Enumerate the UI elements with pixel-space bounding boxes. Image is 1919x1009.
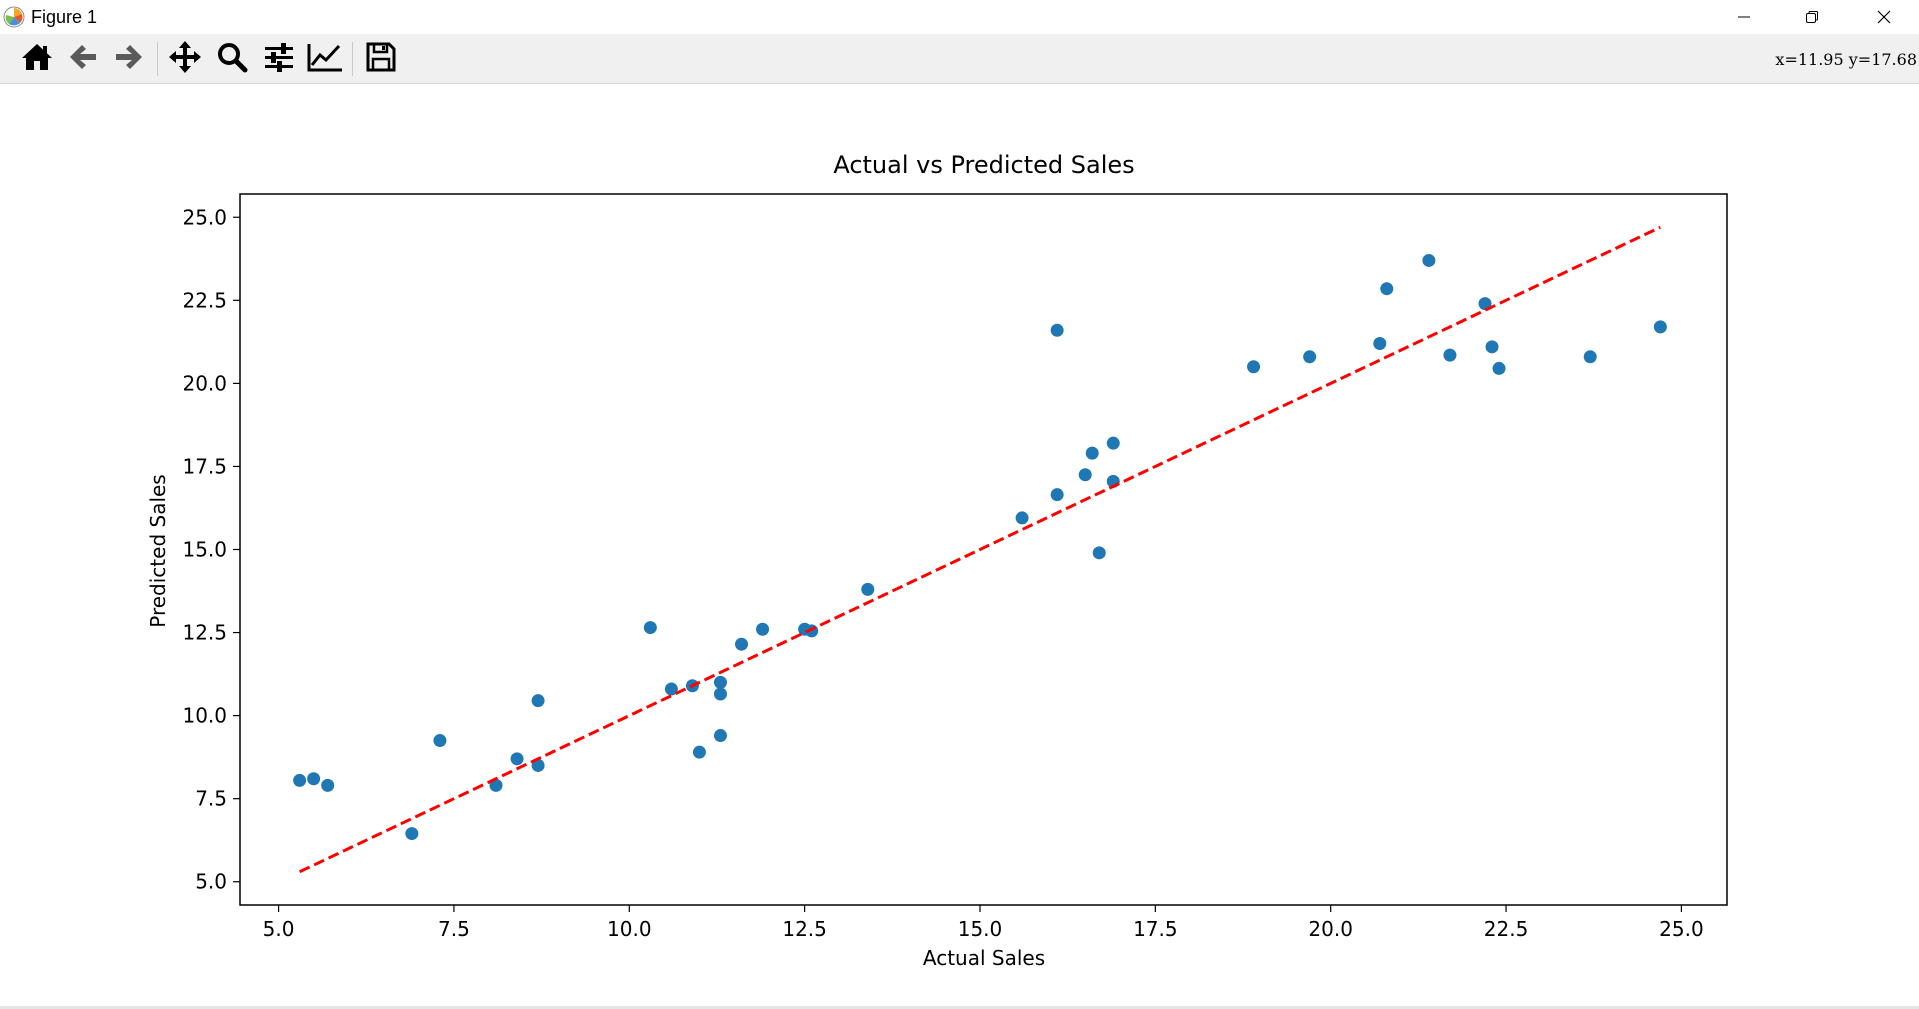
- data-point: [664, 682, 678, 696]
- data-point: [293, 773, 307, 787]
- y-tick-label: 17.5: [182, 454, 227, 478]
- data-point: [713, 675, 727, 689]
- x-tick-label: 12.5: [782, 917, 827, 941]
- close-icon: [1877, 10, 1891, 24]
- x-tick-label: 22.5: [1484, 917, 1529, 941]
- data-point: [1653, 320, 1667, 334]
- y-tick-label: 12.5: [182, 621, 227, 645]
- zoom-button[interactable]: [213, 40, 251, 78]
- y-tick-label: 7.5: [195, 787, 227, 811]
- edit-axes-button[interactable]: [306, 40, 344, 78]
- title-bar: Figure 1: [0, 0, 1919, 34]
- x-tick-label: 20.0: [1308, 917, 1353, 941]
- window-title: Figure 1: [31, 7, 98, 27]
- x-tick-label: 17.5: [1133, 917, 1178, 941]
- data-point: [531, 758, 545, 772]
- data-point: [713, 687, 727, 701]
- save-button[interactable]: [362, 40, 400, 78]
- y-tick-label: 22.5: [182, 288, 227, 312]
- data-point: [531, 694, 545, 708]
- data-point: [1485, 340, 1499, 354]
- data-point: [735, 637, 749, 651]
- minimize-icon: [1737, 10, 1751, 24]
- arrow-left-icon: [68, 43, 98, 75]
- data-point: [1106, 436, 1120, 450]
- data-point: [405, 827, 419, 841]
- data-point: [489, 778, 503, 792]
- home-icon: [21, 42, 53, 76]
- data-point: [433, 734, 447, 748]
- perfect-fit-line: [298, 225, 1662, 874]
- restore-icon: [1805, 10, 1819, 24]
- y-axis-ticks: 5.0 7.5 10.0 12.5 15.0 17.5 20.0 22.5 25.0: [182, 205, 240, 894]
- data-point: [510, 752, 524, 766]
- data-point: [643, 621, 657, 635]
- restore-button[interactable]: [1778, 0, 1846, 34]
- data-point: [1583, 350, 1597, 364]
- data-series: [293, 225, 1667, 874]
- data-point: [1303, 350, 1317, 364]
- figure-canvas[interactable]: Actual vs Predicted Sales 5.0 7.5 10.0 12.5…: [0, 84, 1919, 1006]
- line-chart-icon: [307, 42, 343, 76]
- x-tick-label: 15.0: [958, 917, 1003, 941]
- x-axis-label: Actual Sales: [923, 946, 1045, 970]
- matplotlib-logo-icon: [3, 6, 25, 28]
- x-tick-label: 25.0: [1659, 917, 1704, 941]
- move-icon: [168, 40, 202, 78]
- close-button[interactable]: [1850, 0, 1918, 34]
- data-point: [1015, 511, 1029, 525]
- window-bottom-border: [0, 1006, 1919, 1009]
- x-tick-label: 10.0: [607, 917, 652, 941]
- cursor-coordinates: x=11.95 y=17.68: [1775, 50, 1917, 69]
- data-point: [1050, 488, 1064, 502]
- data-point: [1078, 468, 1092, 482]
- data-point: [756, 622, 770, 636]
- data-point: [307, 772, 321, 786]
- data-point: [1373, 337, 1387, 351]
- x-tick-label: 7.5: [438, 917, 470, 941]
- data-point: [692, 745, 706, 759]
- y-tick-label: 10.0: [182, 704, 227, 728]
- data-point: [1422, 253, 1436, 267]
- data-point: [1492, 361, 1506, 375]
- navigation-toolbar: x=11.95 y=17.68: [0, 34, 1919, 84]
- y-tick-label: 15.0: [182, 538, 227, 562]
- data-point: [1380, 282, 1394, 296]
- configure-subplots-button[interactable]: [260, 40, 298, 78]
- data-point: [1050, 323, 1064, 337]
- x-axis-ticks: 5.0 7.5 10.0 12.5 15.0 17.5 20.0 22.5 25.0: [263, 905, 1704, 941]
- scatter-chart[interactable]: Actual vs Predicted Sales 5.0 7.5 10.0 12.5…: [0, 84, 1919, 1006]
- data-point: [861, 582, 875, 596]
- toolbar-separator: [157, 42, 158, 76]
- home-button[interactable]: [18, 40, 56, 78]
- toolbar-separator: [352, 42, 353, 76]
- data-point: [1443, 348, 1457, 362]
- y-tick-label: 5.0: [195, 870, 227, 894]
- pan-button[interactable]: [166, 40, 204, 78]
- chart-title: Actual vs Predicted Sales: [833, 151, 1134, 179]
- data-point: [713, 729, 727, 743]
- forward-button[interactable]: [110, 40, 148, 78]
- data-point: [1085, 446, 1099, 460]
- arrow-right-icon: [114, 43, 144, 75]
- x-tick-label: 5.0: [263, 917, 295, 941]
- magnifier-icon: [216, 41, 248, 77]
- minimize-button[interactable]: [1710, 0, 1778, 34]
- y-tick-label: 25.0: [182, 205, 227, 229]
- sliders-icon: [263, 42, 295, 76]
- data-point: [1478, 297, 1492, 311]
- y-axis-label: Predicted Sales: [146, 474, 170, 627]
- floppy-disk-icon: [366, 42, 396, 76]
- data-point: [1092, 546, 1106, 560]
- y-tick-label: 20.0: [182, 371, 227, 395]
- data-point: [1247, 360, 1261, 374]
- back-button[interactable]: [64, 40, 102, 78]
- data-point: [321, 778, 335, 792]
